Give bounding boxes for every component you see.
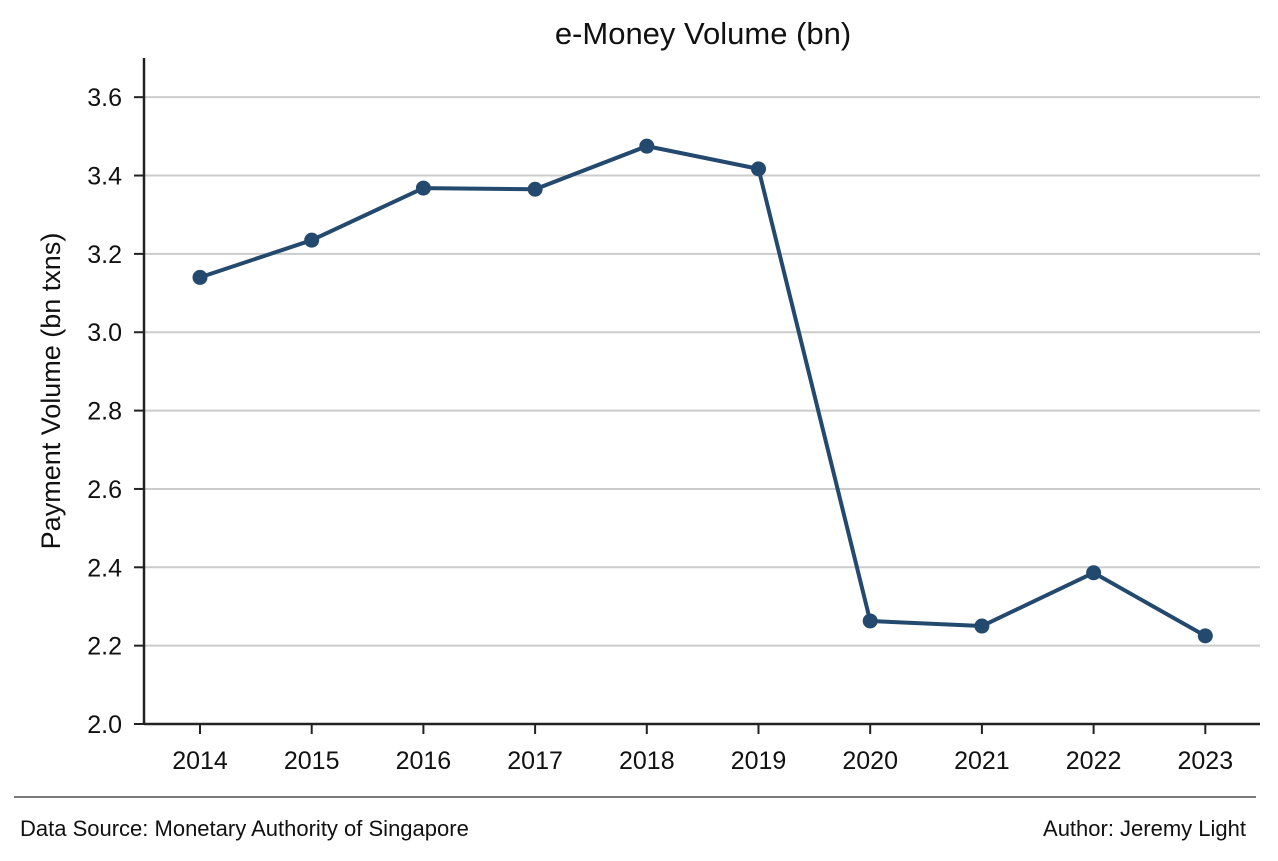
data-point bbox=[527, 181, 543, 197]
data-point bbox=[304, 232, 320, 248]
x-tick-label: 2016 bbox=[396, 747, 452, 775]
y-tick-label: 2.2 bbox=[87, 633, 122, 661]
data-point bbox=[1197, 628, 1213, 644]
x-tick-label: 2023 bbox=[1177, 747, 1233, 775]
data-point bbox=[1086, 565, 1102, 581]
y-tick-label: 3.4 bbox=[87, 163, 122, 191]
x-tick-label: 2019 bbox=[731, 747, 787, 775]
series-line bbox=[198, 144, 1208, 638]
x-tick-label: 2022 bbox=[1066, 747, 1122, 775]
series-group bbox=[192, 138, 1213, 644]
y-tick-label: 3.0 bbox=[87, 319, 122, 347]
footer-divider bbox=[14, 796, 1256, 798]
x-tick-label: 2017 bbox=[507, 747, 563, 775]
chart-title: e-Money Volume (bn) bbox=[555, 16, 851, 51]
x-tick-label: 2020 bbox=[842, 747, 898, 775]
y-tick-label: 2.0 bbox=[87, 711, 122, 739]
y-tick-label: 2.6 bbox=[87, 476, 122, 504]
gridlines bbox=[144, 96, 1260, 647]
y-tick-label: 2.8 bbox=[87, 398, 122, 426]
y-tick-label: 3.6 bbox=[87, 84, 122, 112]
data-point bbox=[751, 161, 766, 177]
y-tick-label: 3.2 bbox=[87, 241, 122, 269]
y-tick-label: 2.4 bbox=[87, 554, 122, 582]
data-point bbox=[862, 613, 878, 629]
x-tick-label: 2021 bbox=[954, 747, 1010, 775]
axes: 2.0 2.2 2.4 2.6 2.8 3.0 3.2 3.4 3.6 2014 2015 2016 2… bbox=[87, 58, 1260, 775]
data-point bbox=[974, 618, 990, 634]
x-tick-label: 2018 bbox=[619, 747, 675, 775]
data-point bbox=[192, 269, 208, 285]
data-source-note: Data Source: Monetary Authority of Singa… bbox=[20, 816, 469, 841]
data-point bbox=[415, 180, 431, 196]
y-axis-label: Payment Volume (bn txns) bbox=[36, 233, 66, 550]
x-tick-label: 2015 bbox=[284, 747, 340, 775]
author-credit: Author: Jeremy Light bbox=[1043, 816, 1246, 841]
x-tick-label: 2014 bbox=[172, 747, 228, 775]
data-point bbox=[639, 138, 655, 154]
